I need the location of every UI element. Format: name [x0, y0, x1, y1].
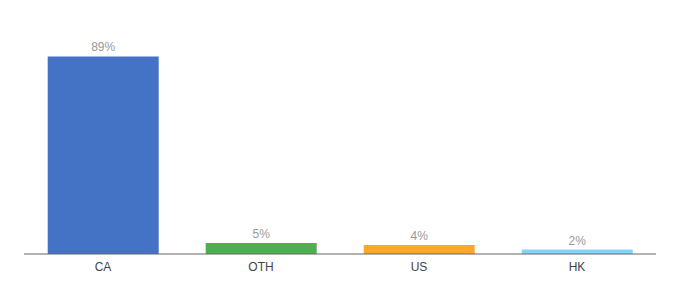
svg-text:89%: 89% [91, 40, 115, 54]
svg-text:US: US [411, 260, 428, 274]
svg-text:OTH: OTH [248, 260, 273, 274]
svg-text:HK: HK [569, 260, 586, 274]
svg-text:CA: CA [95, 260, 112, 274]
svg-text:4%: 4% [411, 229, 429, 243]
svg-text:2%: 2% [569, 234, 587, 248]
svg-text:5%: 5% [253, 227, 271, 241]
